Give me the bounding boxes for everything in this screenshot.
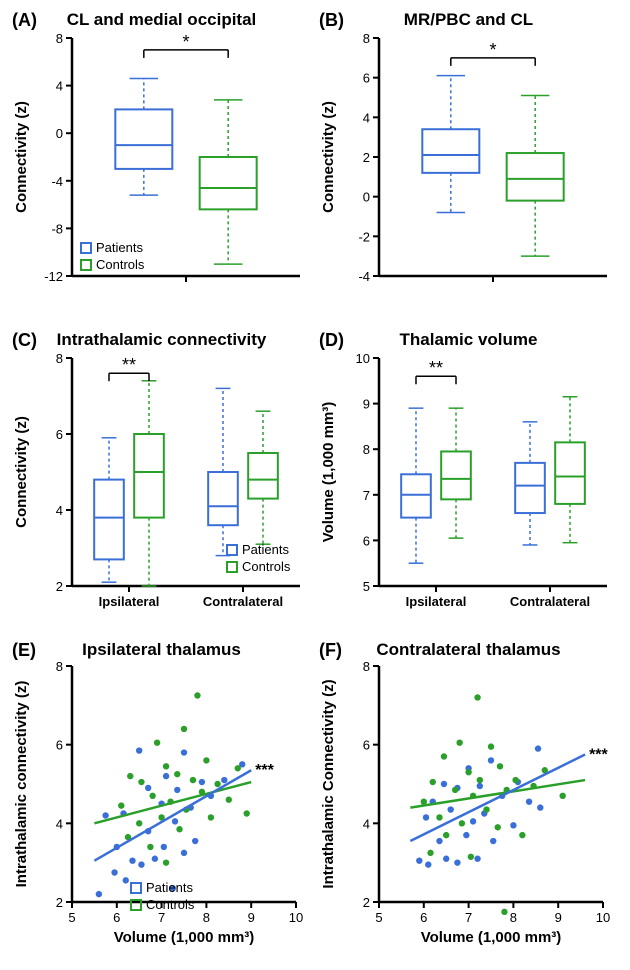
svg-text:Contralateral: Contralateral [203, 594, 283, 609]
panel-d: (D)Thalamic volume5678910Volume (1,000 m… [317, 330, 620, 630]
svg-text:5: 5 [375, 910, 382, 925]
svg-text:7: 7 [363, 488, 370, 503]
svg-text:9: 9 [555, 910, 562, 925]
svg-text:Intrathalamic connectivity (z): Intrathalamic connectivity (z) [13, 681, 30, 888]
panel-e: (E)Ipsilateral thalamus24685678910Intrat… [10, 640, 313, 960]
svg-text:8: 8 [363, 659, 370, 674]
svg-text:Intrathalamic Connectivity (z): Intrathalamic Connectivity (z) [320, 679, 337, 888]
panel-title: CL and medial occipital [10, 10, 313, 30]
svg-text:-8: -8 [51, 221, 63, 236]
svg-text:Volume (1,000 mm³): Volume (1,000 mm³) [320, 402, 337, 543]
legend-item-controls: Controls [226, 559, 290, 574]
legend-label: Patients [242, 542, 289, 557]
panel-b: (B)MR/PBC and CL-4-202468Connectivity (z… [317, 10, 620, 320]
svg-text:4: 4 [363, 110, 370, 125]
svg-text:6: 6 [56, 738, 63, 753]
panel-f: (F)Contralateral thalamus24685678910Intr… [317, 640, 620, 960]
legend-item-controls: Controls [130, 897, 194, 912]
svg-text:***: *** [255, 762, 274, 779]
svg-text:8: 8 [203, 910, 210, 925]
svg-text:6: 6 [363, 71, 370, 86]
legend-item-patients: Patients [130, 880, 194, 895]
svg-text:0: 0 [363, 190, 370, 205]
svg-text:Connectivity (z): Connectivity (z) [13, 101, 30, 213]
svg-text:9: 9 [248, 910, 255, 925]
svg-text:4: 4 [56, 503, 63, 518]
svg-text:Ipsilateral: Ipsilateral [406, 594, 467, 609]
svg-text:-2: -2 [358, 229, 370, 244]
legend-item-controls: Controls [80, 257, 144, 272]
svg-text:6: 6 [56, 427, 63, 442]
legend-label: Patients [96, 240, 143, 255]
svg-text:10: 10 [596, 910, 610, 925]
svg-text:-4: -4 [358, 269, 370, 284]
svg-text:Connectivity (z): Connectivity (z) [320, 101, 337, 213]
legend: Patients Controls [226, 542, 290, 574]
svg-text:9: 9 [363, 397, 370, 412]
panel-title: Contralateral thalamus [317, 640, 620, 660]
legend-label: Controls [242, 559, 290, 574]
panel-c: (C)Intrathalamic connectivity2468Connect… [10, 330, 313, 630]
svg-text:8: 8 [363, 442, 370, 457]
panel-title: Ipsilateral thalamus [10, 640, 313, 660]
legend-swatch [80, 259, 92, 271]
svg-text:-12: -12 [44, 269, 63, 284]
panel-title: Intrathalamic connectivity [10, 330, 313, 350]
svg-text:8: 8 [510, 910, 517, 925]
svg-text:***: *** [589, 747, 608, 764]
svg-text:8: 8 [56, 351, 63, 366]
svg-text:10: 10 [289, 910, 303, 925]
svg-text:8: 8 [56, 659, 63, 674]
svg-text:4: 4 [56, 79, 63, 94]
legend: Patients Controls [80, 240, 144, 272]
legend-label: Controls [146, 897, 194, 912]
svg-text:6: 6 [420, 910, 427, 925]
svg-text:*: * [182, 32, 189, 52]
legend-swatch [226, 561, 238, 573]
legend-label: Controls [96, 257, 144, 272]
svg-text:-4: -4 [51, 174, 63, 189]
figure-grid: (A)CL and medial occipital-12-8-4048Conn… [10, 10, 620, 960]
legend-item-patients: Patients [226, 542, 290, 557]
svg-text:2: 2 [56, 895, 63, 910]
legend: Patients Controls [130, 880, 194, 912]
svg-text:10: 10 [356, 351, 370, 366]
svg-text:Ipsilateral: Ipsilateral [99, 594, 160, 609]
svg-text:0: 0 [56, 126, 63, 141]
svg-text:Volume (1,000 mm³): Volume (1,000 mm³) [421, 929, 562, 946]
svg-text:5: 5 [68, 910, 75, 925]
panel-title: MR/PBC and CL [317, 10, 620, 30]
legend-swatch [130, 882, 142, 894]
svg-text:2: 2 [56, 579, 63, 594]
svg-text:4: 4 [363, 816, 370, 831]
svg-text:**: ** [429, 358, 443, 378]
svg-text:8: 8 [56, 31, 63, 46]
svg-text:8: 8 [363, 31, 370, 46]
svg-text:6: 6 [113, 910, 120, 925]
svg-text:2: 2 [363, 150, 370, 165]
svg-text:7: 7 [465, 910, 472, 925]
svg-text:6: 6 [363, 738, 370, 753]
svg-text:Contralateral: Contralateral [510, 594, 590, 609]
svg-text:6: 6 [363, 533, 370, 548]
legend-swatch [130, 899, 142, 911]
svg-text:Volume (1,000 mm³): Volume (1,000 mm³) [114, 929, 255, 946]
svg-text:5: 5 [363, 579, 370, 594]
legend-swatch [226, 544, 238, 556]
legend-label: Patients [146, 880, 193, 895]
svg-text:2: 2 [363, 895, 370, 910]
svg-text:7: 7 [158, 910, 165, 925]
svg-text:**: ** [122, 355, 136, 375]
legend-swatch [80, 242, 92, 254]
svg-text:Connectivity (z): Connectivity (z) [13, 416, 30, 528]
panel-a: (A)CL and medial occipital-12-8-4048Conn… [10, 10, 313, 320]
legend-item-patients: Patients [80, 240, 144, 255]
svg-text:4: 4 [56, 816, 63, 831]
svg-text:*: * [489, 40, 496, 60]
panel-title: Thalamic volume [317, 330, 620, 350]
